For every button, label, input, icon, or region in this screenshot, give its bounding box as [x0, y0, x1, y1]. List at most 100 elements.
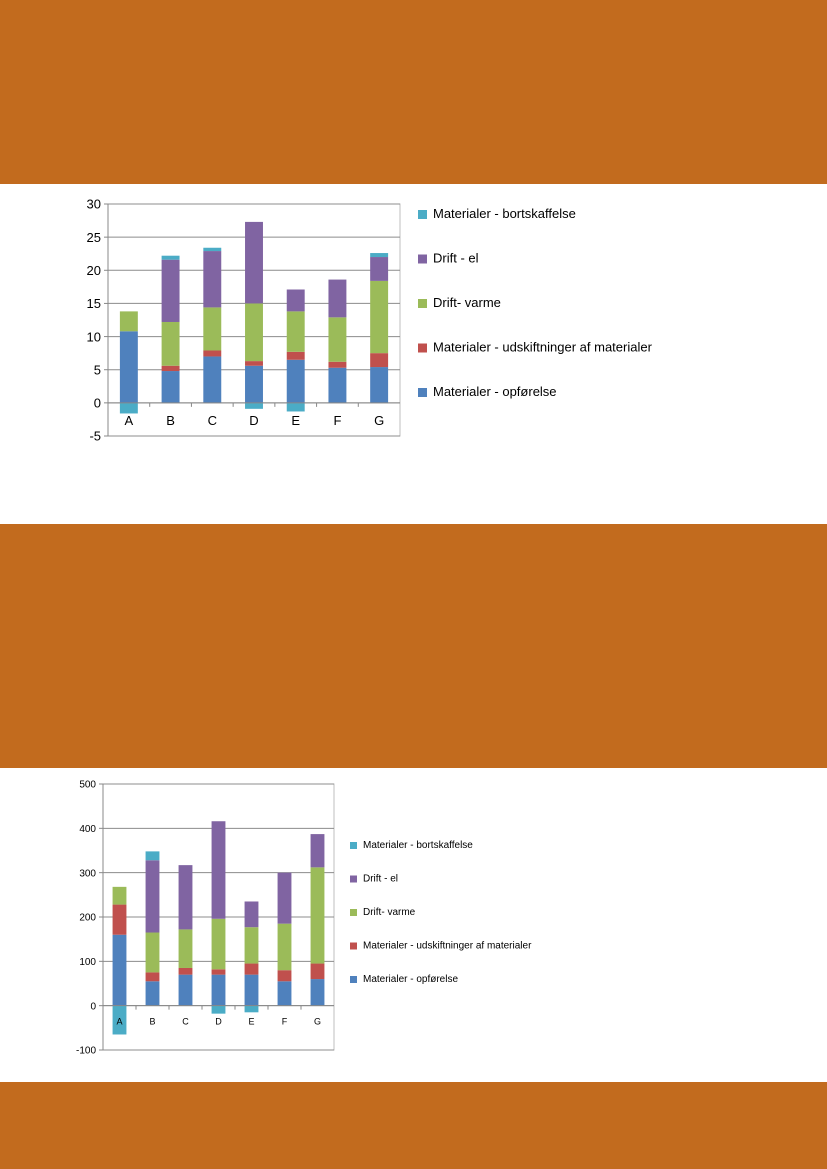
bar-segment-D-3 [245, 303, 263, 362]
legend-label-4: Drift - el [433, 251, 479, 266]
bar-segment-C-1 [178, 974, 193, 1006]
bar-segment-D-1 [211, 974, 226, 1006]
bar-segment-B-1 [145, 981, 160, 1006]
bar-segment-F-1 [277, 981, 292, 1006]
legend-swatch-1 [418, 388, 427, 397]
x-category-label: D [249, 413, 258, 428]
bar-segment-E-2 [286, 351, 305, 360]
bar-segment-A-1 [119, 331, 138, 403]
x-category-label: G [314, 1017, 321, 1027]
bar-segment-G-5 [370, 253, 389, 258]
bar-segment-A-5 [112, 1005, 127, 1035]
y-tick-label: -5 [89, 429, 101, 444]
legend-label-4: Drift - el [363, 874, 398, 885]
bar-segment-E-5 [286, 402, 305, 412]
bar-segment-E-3 [286, 311, 305, 352]
bar-segment-D-4 [211, 821, 226, 919]
bar-segment-B-5 [145, 851, 160, 861]
bar-segment-G-2 [370, 353, 389, 368]
chart-panel-1: 30 25 20 15 10 5 0 -5 A B C D E F G Materialer - bortsk… [0, 184, 827, 524]
bar-segment-B-4 [145, 860, 160, 933]
bar-segment-B-1 [161, 371, 180, 403]
bar-segment-G-4 [370, 257, 389, 281]
orange-band-middle [0, 524, 827, 768]
x-category-label: C [182, 1017, 189, 1027]
bar-segment-A-3 [119, 311, 138, 332]
x-category-label: C [208, 413, 217, 428]
bar-segment-D-5 [211, 1005, 226, 1014]
bar-segment-A-5 [119, 402, 138, 414]
bar-segment-C-2 [178, 967, 193, 975]
bar-segment-E-2 [244, 963, 259, 975]
bar-segment-F-3 [328, 317, 347, 362]
x-category-label: B [166, 413, 175, 428]
bar-segment-C-3 [203, 307, 222, 351]
bar-segment-B-3 [145, 932, 160, 973]
bar-segment-B-2 [161, 365, 180, 372]
y-tick-label: 20 [87, 263, 101, 278]
legend-swatch-3 [418, 299, 427, 308]
legend-label-3: Drift- varme [363, 907, 416, 918]
bar-segment-B-2 [145, 972, 160, 982]
legend-label-5: Materialer - bortskaffelse [433, 206, 576, 221]
bar-segment-F-4 [328, 279, 347, 318]
bar-segment-E-4 [286, 289, 305, 312]
bar-segment-A-1 [112, 934, 127, 1006]
bar-segment-G-3 [310, 867, 325, 964]
legend-label-3: Drift- varme [433, 295, 501, 310]
chart-1: 30 25 20 15 10 5 0 -5 A B C D E F G Materialer - bortsk… [87, 197, 653, 444]
x-category-label: B [149, 1017, 155, 1027]
bar-segment-C-5 [203, 247, 222, 252]
bar-segment-F-3 [277, 923, 292, 971]
bar-segment-D-2 [211, 969, 226, 975]
bar-segment-F-2 [328, 361, 347, 368]
y-tick-label: 5 [94, 362, 101, 377]
y-tick-label: 25 [87, 230, 101, 245]
legend-label-5: Materialer - bortskaffelse [363, 840, 473, 851]
y-tick-label: 100 [79, 957, 96, 968]
y-tick-label: 300 [79, 868, 96, 879]
chart-panel-2: 500 400 300 200 100 0 -100 A B C D E F G Materialer - … [0, 768, 827, 1082]
x-category-label: E [248, 1017, 254, 1027]
bar-segment-G-1 [310, 979, 325, 1006]
bar-segment-D-4 [245, 221, 263, 304]
bar-segment-G-1 [370, 367, 389, 403]
legend-swatch-5 [418, 210, 427, 219]
y-tick-label: 0 [94, 396, 101, 411]
y-tick-label: 30 [87, 197, 101, 212]
bar-segment-D-2 [245, 361, 263, 366]
bar-segment-E-1 [286, 359, 305, 403]
legend-label-1: Materialer - opførelse [433, 384, 557, 399]
x-category-label: E [291, 413, 300, 428]
y-tick-label: 400 [79, 824, 96, 835]
bar-segment-G-2 [310, 963, 325, 980]
legend-swatch-3 [350, 909, 357, 916]
bar-segment-E-3 [244, 927, 259, 964]
y-tick-label: 10 [87, 329, 101, 344]
legend-swatch-4 [418, 254, 427, 264]
bar-segment-C-2 [203, 350, 222, 357]
legend-swatch-1 [350, 976, 357, 983]
bar-segment-F-4 [277, 872, 292, 924]
legend-swatch-2 [418, 343, 427, 353]
chart-2: 500 400 300 200 100 0 -100 A B C D E F G Materialer - … [76, 780, 532, 1057]
legend-swatch-2 [350, 942, 357, 950]
y-tick-label: 500 [79, 780, 96, 791]
y-tick-label: 200 [79, 913, 96, 924]
legend-label-2: Materialer - udskiftninger af materialer [363, 941, 532, 952]
orange-band-bottom [0, 1082, 827, 1169]
bar-segment-C-4 [178, 865, 193, 930]
bar-segment-E-4 [244, 901, 259, 928]
y-tick-label: 0 [90, 1001, 96, 1012]
bar-segment-D-5 [245, 402, 263, 409]
bar-segment-F-1 [328, 367, 347, 403]
y-tick-label: -100 [76, 1046, 96, 1057]
x-category-label: D [215, 1017, 222, 1027]
bar-segment-B-5 [161, 255, 180, 260]
orange-band-top [0, 0, 827, 184]
bar-segment-C-1 [203, 356, 222, 403]
bar-segment-B-4 [161, 259, 180, 322]
bar-segment-A-2 [112, 904, 127, 935]
y-tick-label: 15 [87, 296, 101, 311]
bar-segment-G-3 [370, 280, 389, 354]
